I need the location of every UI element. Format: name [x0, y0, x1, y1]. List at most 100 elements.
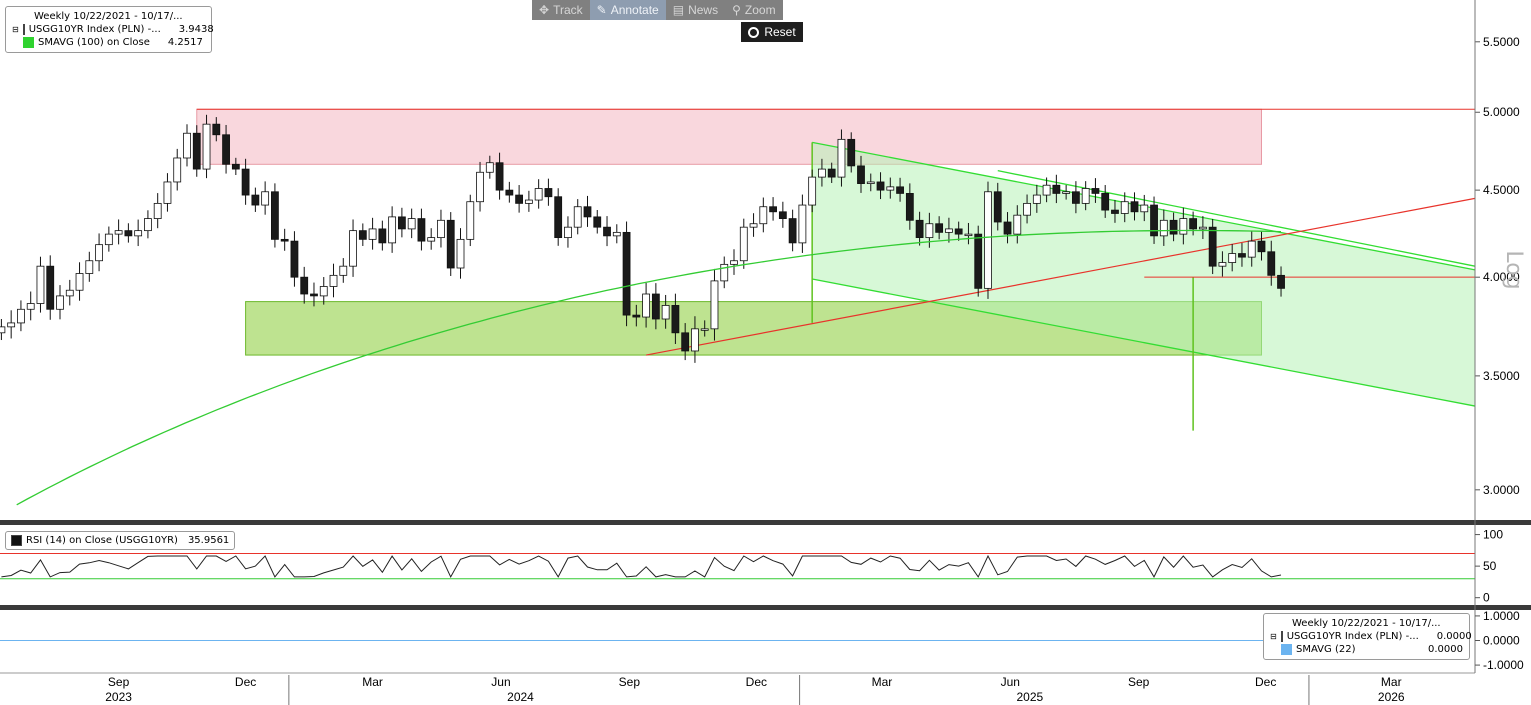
candle-up [720, 263, 729, 282]
candle-down [935, 223, 944, 233]
candle [1247, 230, 1256, 267]
candle-up [798, 204, 807, 244]
candle-up [17, 308, 25, 324]
x-tick-label: Dec [1255, 675, 1276, 689]
candle-down [788, 218, 797, 244]
candle [300, 266, 309, 304]
candle [1013, 205, 1022, 244]
candle-up [808, 176, 817, 206]
candle [290, 231, 299, 287]
candle [1150, 196, 1158, 244]
panel-divider [0, 605, 1531, 610]
candle-down [583, 206, 592, 218]
candle-down [46, 265, 55, 310]
candle [26, 291, 35, 321]
candle-down [827, 168, 836, 178]
candle-up [1013, 214, 1022, 235]
candle-down [1267, 251, 1276, 276]
x-year-label: 2026 [1378, 690, 1405, 704]
candle-up [1023, 202, 1031, 216]
candle [808, 169, 817, 213]
candle-up [749, 223, 758, 228]
candle-up [56, 295, 64, 310]
candle [544, 178, 553, 206]
candle [349, 219, 357, 277]
candle-up [163, 181, 172, 204]
candle [964, 222, 973, 245]
candle [1130, 192, 1139, 221]
candle [798, 194, 807, 253]
candle-down [778, 211, 787, 219]
candle [358, 223, 367, 246]
candle [7, 310, 16, 339]
candle-up [730, 260, 738, 265]
candle [368, 217, 377, 250]
candle [749, 213, 758, 237]
candle-up [26, 303, 35, 310]
news-button[interactable]: ▤ News [672, 3, 719, 17]
x-tick-label: Jun [491, 675, 510, 689]
candle [417, 208, 426, 251]
y-tick-label: 3.5000 [1483, 369, 1520, 383]
y-tick-label: 4.0000 [1483, 270, 1520, 284]
candle [974, 225, 983, 297]
lower-tick-label: 0.0000 [1483, 634, 1520, 648]
candle-down [1169, 219, 1178, 235]
candle-down [280, 238, 289, 242]
annotate-button[interactable]: ✎ Annotate [589, 0, 666, 20]
candle [1032, 184, 1041, 213]
candle-up [710, 280, 719, 330]
candle [1071, 181, 1080, 214]
candle [1238, 243, 1246, 267]
candle-up [818, 168, 826, 178]
candle [1189, 211, 1198, 236]
candle [905, 183, 914, 230]
candle-down [231, 163, 240, 170]
candle-up [1140, 204, 1149, 213]
x-tick-label: Dec [235, 675, 256, 689]
candle [554, 188, 563, 246]
candle [261, 181, 270, 215]
candle-up [1218, 262, 1227, 267]
candle-up [476, 171, 484, 203]
candle-down [993, 191, 1002, 223]
rsi-tick-label: 50 [1483, 559, 1497, 573]
candle-down [310, 293, 318, 297]
candle-up [837, 138, 846, 178]
y-tick-label: 5.0000 [1483, 105, 1520, 119]
candle [818, 158, 826, 187]
candle [583, 195, 592, 227]
candle-up [173, 157, 182, 183]
candle-down [1071, 191, 1080, 204]
candle [603, 216, 611, 247]
candle [173, 148, 182, 191]
candle [1257, 231, 1266, 261]
collapse-icon[interactable]: ⊟ [12, 25, 19, 34]
lower-price-swatch [1280, 631, 1283, 642]
reset-button[interactable]: Reset [741, 22, 803, 42]
candle-down [954, 228, 963, 235]
candle-up [319, 286, 328, 297]
candle-down [358, 230, 367, 240]
candle-down [290, 240, 299, 278]
candle [857, 155, 865, 193]
collapse-icon[interactable]: ⊟ [1270, 632, 1277, 641]
candle [56, 285, 64, 320]
candle [778, 201, 787, 228]
lower-legend-header: Weekly 10/22/2021 - 10/17/... [1292, 618, 1441, 629]
magnifier-icon: ⚲ [732, 3, 741, 17]
candle-down [271, 191, 279, 240]
candle [788, 209, 797, 252]
candle-down [124, 230, 133, 237]
candle-up [1198, 226, 1207, 230]
channel-line [812, 278, 1476, 407]
track-button[interactable]: ✥ Track [539, 3, 583, 17]
candle [407, 208, 416, 239]
candle [339, 258, 348, 283]
rsi-tick-label: 100 [1483, 528, 1503, 542]
legend-header: Weekly 10/22/2021 - 10/17/... [34, 11, 183, 22]
candle [671, 293, 680, 344]
zoom-button[interactable]: ⚲ Zoom [732, 3, 776, 17]
candle [329, 263, 338, 298]
